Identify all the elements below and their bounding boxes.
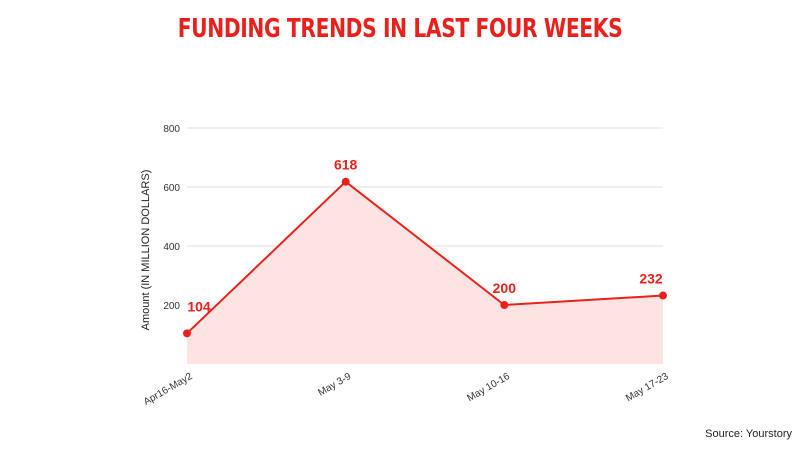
y-tick-label: 800	[163, 124, 180, 135]
series-line	[186, 180, 664, 335]
chart-title: FUNDING TRENDS IN LAST FOUR WEEKS	[177, 14, 623, 44]
data-labels: 104 618 200 232	[187, 157, 663, 315]
data-point	[341, 177, 350, 186]
data-label: 618	[334, 157, 358, 173]
data-label: 104	[187, 298, 211, 314]
data-label: 232	[639, 271, 663, 287]
area-fill	[187, 181, 663, 364]
x-tick-labels: Apr16-May2 May 3-9 May 10-16 May 17-23	[142, 371, 671, 408]
data-label: 200	[493, 280, 517, 296]
x-tick-label: May 3-9	[316, 371, 353, 399]
data-points	[183, 177, 667, 338]
x-tick-label: May 10-16	[465, 371, 512, 404]
y-axis-title: Amount (IN MILLION DOLLARS)	[140, 170, 152, 331]
data-point	[500, 301, 509, 309]
y-tick-label: 600	[163, 183, 180, 194]
x-tick-label: May 17-23	[624, 371, 671, 404]
y-tick-label: 400	[163, 242, 180, 253]
data-point	[183, 329, 191, 338]
x-tick-label: Apr16-May2	[142, 371, 195, 408]
data-point	[659, 291, 667, 300]
source-note: Source: Yourstory	[705, 428, 792, 440]
y-tick-labels: 200 400 600 800	[163, 124, 180, 312]
y-tick-label: 200	[163, 301, 180, 312]
